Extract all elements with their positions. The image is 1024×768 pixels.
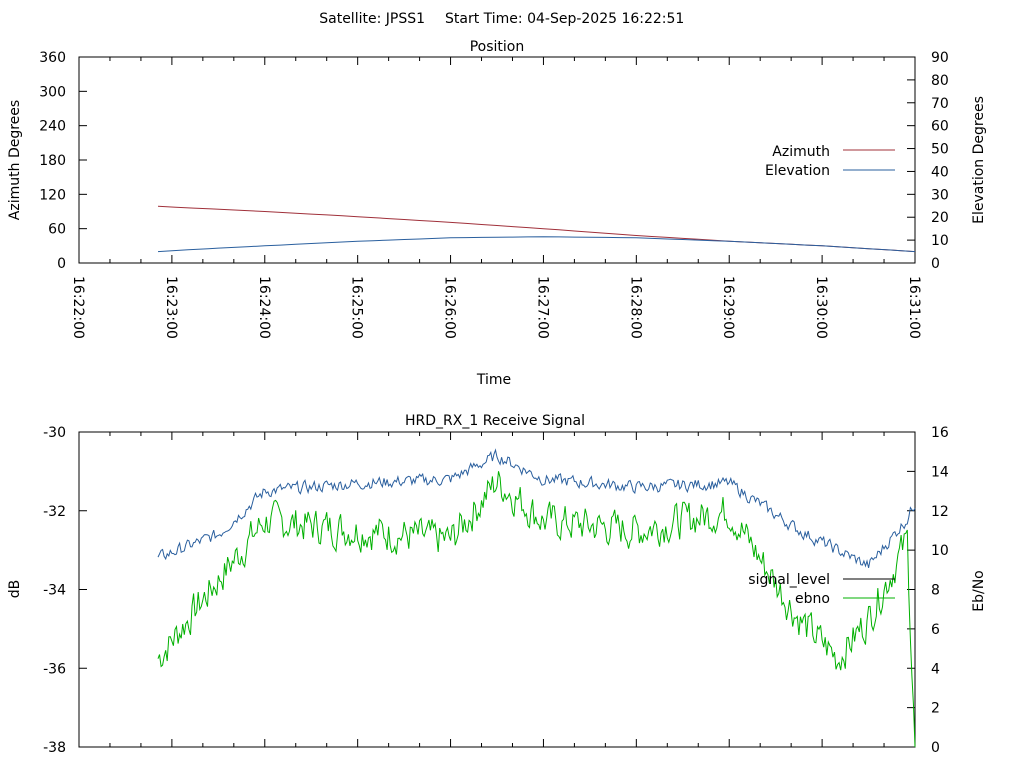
position-y-tick-label: 300 (39, 84, 66, 100)
signal-axis-ticks: -30 -32 -34 -36 -38 0 2 4 6 8 10 12 14 16 (43, 425, 949, 756)
position-y2-tick-label: 80 (931, 73, 949, 89)
position-y2-tick-label: 90 (931, 50, 949, 66)
legend-elevation-label: Elevation (765, 163, 830, 179)
signal-y2label: Eb/No (971, 570, 987, 612)
position-y-tick-label: 240 (39, 119, 66, 135)
position-title: Position (470, 39, 525, 55)
position-y2-tick-label: 40 (931, 164, 949, 180)
signal-y-tick-label: -38 (43, 740, 66, 756)
signal-ylabel: dB (7, 580, 23, 599)
position-y2label: Elevation Degrees (971, 96, 987, 224)
position-x-tick-label: 16:27:00 (534, 276, 550, 339)
position-x-tick-label: 16:25:00 (349, 276, 365, 339)
signal-y2-tick-label: 8 (931, 583, 940, 599)
position-y-tick-label: 360 (39, 50, 66, 66)
start-time-label: Start Time: 04-Sep-2025 16:22:51 (445, 11, 684, 27)
position-y2-tick-label: 70 (931, 96, 949, 112)
position-y2-tick-label: 20 (931, 210, 949, 226)
position-x-tick-label: 16:26:00 (442, 276, 458, 339)
position-plot-area (78, 56, 916, 264)
position-x-tick-label: 16:28:00 (627, 276, 643, 339)
signal-y-tick-label: -32 (43, 504, 66, 520)
position-y2-tick-label: 30 (931, 187, 949, 203)
signal-plot-area (78, 431, 916, 748)
position-series (157, 205, 916, 253)
legend-ebno-label: ebno (795, 591, 830, 607)
position-x-tick-label: 16:30:00 (813, 276, 829, 339)
signal-level-line (157, 448, 916, 569)
signal-y-tick-label: -36 (43, 661, 66, 677)
satellite-label: Satellite: JPSS1 (319, 11, 425, 27)
signal-y2-tick-label: 10 (931, 543, 949, 559)
signal-y2-tick-label: 16 (931, 425, 949, 441)
signal-y-tick-label: -30 (43, 425, 66, 441)
signal-series (157, 448, 916, 748)
position-y2-tick-label: 50 (931, 142, 949, 158)
signal-chart: HRD_RX_1 Receive Signal -30 -32 -34 -36 -38 0… (7, 413, 987, 756)
position-axis-ticks: 0 60 120 180 240 300 360 0 10 20 30 40 50 60 70 80 90 16:… (39, 50, 949, 339)
position-y2-tick-label: 60 (931, 119, 949, 135)
position-y2-tick-label: 10 (931, 233, 949, 249)
legend-signal-level-label: signal_level (748, 572, 830, 588)
signal-y2-tick-label: 2 (931, 701, 940, 717)
signal-title: HRD_RX_1 Receive Signal (405, 413, 585, 429)
signal-y2-tick-label: 0 (931, 740, 940, 756)
ebno-line (157, 471, 916, 748)
position-x-tick-label: 16:29:00 (720, 276, 736, 339)
legend-azimuth-label: Azimuth (772, 144, 830, 160)
position-x-tick-label: 16:23:00 (163, 276, 179, 339)
signal-y2-tick-label: 6 (931, 622, 940, 638)
signal-y2-tick-label: 14 (931, 464, 949, 480)
position-y-tick-label: 60 (48, 222, 66, 238)
position-x-tick-label: 16:22:00 (70, 276, 86, 339)
position-y-tick-label: 120 (39, 187, 66, 203)
position-xlabel: Time (476, 372, 511, 388)
position-y2-tick-label: 0 (931, 256, 940, 272)
position-y-tick-label: 180 (39, 153, 66, 169)
position-y-tick-label: 0 (57, 256, 66, 272)
position-legend: Azimuth Elevation (765, 144, 895, 179)
signal-y2-tick-label: 12 (931, 504, 949, 520)
signal-y-tick-label: -34 (43, 583, 66, 599)
elevation-line (157, 236, 916, 253)
position-x-tick-label: 16:31:00 (906, 276, 922, 339)
position-chart: Position 0 60 120 180 240 300 360 0 10 20 30 40 50 60… (7, 39, 987, 388)
signal-legend: signal_level ebno (748, 572, 895, 607)
position-x-tick-label: 16:24:00 (256, 276, 272, 339)
signal-y2-tick-label: 4 (931, 661, 940, 677)
position-ylabel: Azimuth Degrees (7, 100, 23, 220)
